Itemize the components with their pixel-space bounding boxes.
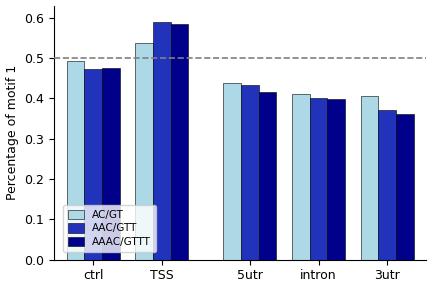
Bar	[223, 83, 241, 260]
Bar	[259, 92, 276, 260]
Legend: AC/GT, AAC/GTT, AAAC/GTTT: AC/GT, AAC/GTT, AAAC/GTTT	[63, 204, 156, 252]
Bar	[135, 43, 153, 260]
Bar	[102, 69, 120, 260]
Bar	[378, 111, 396, 260]
Bar	[396, 115, 414, 260]
Bar	[310, 98, 327, 260]
Bar	[67, 61, 84, 260]
Bar	[153, 22, 171, 260]
Bar	[292, 94, 310, 260]
Bar	[84, 69, 102, 260]
Bar	[361, 96, 378, 260]
Bar	[171, 24, 188, 260]
Bar	[241, 85, 259, 260]
Bar	[327, 99, 345, 260]
Y-axis label: Percentage of motif 1: Percentage of motif 1	[6, 65, 19, 200]
